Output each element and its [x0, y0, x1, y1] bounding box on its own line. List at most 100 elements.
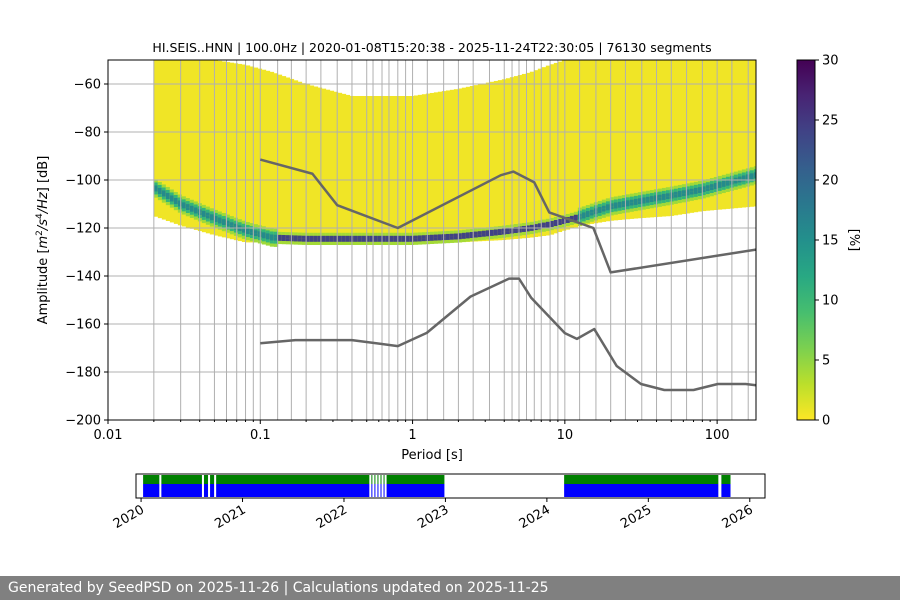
pdf-cell: [717, 175, 723, 180]
pdf-cell: [253, 227, 259, 231]
pdf-column: [605, 60, 611, 222]
pdf-cell: [525, 231, 531, 235]
pdf-cell: [589, 212, 595, 216]
pdf-cell: [289, 232, 295, 236]
pdf-cell: [313, 232, 319, 236]
timeline-used-segment: [721, 475, 731, 484]
pdf-cell: [401, 241, 407, 245]
pdf-cell: [181, 196, 187, 200]
pdf-column: [429, 92, 435, 243]
pdf-cell: [689, 191, 695, 195]
pdf-cell: [537, 223, 543, 227]
pdf-cell: [165, 201, 171, 206]
pdf-cell: [393, 235, 399, 239]
pdf-cell: [649, 190, 655, 194]
pdf-cell: [285, 238, 291, 242]
pdf-cell: [609, 203, 615, 207]
timeline-data-segment: [564, 484, 719, 497]
pdf-cell: [573, 217, 579, 221]
pdf-cell: [381, 232, 387, 236]
pdf-cell: [625, 209, 631, 213]
pdf-cell: [185, 213, 191, 217]
pdf-column: [493, 80, 499, 241]
pdf-column: [601, 60, 607, 222]
pdf-cell: [205, 221, 211, 225]
pdf-column: [413, 95, 419, 243]
pdf-cell: [457, 236, 463, 240]
pdf-cell: [397, 235, 403, 239]
pdf-cell: [677, 190, 683, 195]
pdf-column: [637, 60, 643, 219]
timeline-data-segment: [161, 484, 202, 497]
pdf-column: [557, 61, 563, 233]
y-tick-label: −200: [65, 414, 101, 429]
pdf-cell: [537, 220, 543, 224]
timeline-used-segment: [210, 475, 215, 484]
timeline-data-segment: [383, 484, 385, 497]
pdf-cell: [749, 182, 755, 186]
pdf-column: [185, 60, 191, 228]
pdf-column: [613, 60, 619, 221]
pdf-cell: [205, 206, 211, 210]
pdf-cell: [281, 235, 287, 239]
pdf-cell: [645, 205, 651, 209]
pdf-cell: [673, 191, 679, 195]
pdf-cell: [473, 237, 479, 241]
pdf-cell: [653, 195, 659, 199]
pdf-cell: [389, 238, 395, 242]
pdf-cell: [437, 240, 443, 244]
colorbar-gradient: [796, 59, 816, 421]
pdf-cell: [217, 223, 223, 227]
y-tick-label: −180: [65, 366, 101, 381]
colorbar-tick-label: 20: [822, 174, 839, 189]
pdf-cell: [633, 192, 639, 197]
pdf-cell: [517, 232, 523, 236]
pdf-cell: [637, 195, 643, 199]
pdf-cell: [681, 196, 687, 200]
pdf-cell: [641, 200, 647, 204]
pdf-cell: [221, 219, 227, 223]
pdf-cell: [185, 210, 191, 214]
pdf-cell: [665, 199, 671, 203]
pdf-cell: [453, 230, 459, 234]
pdf-cell: [705, 182, 711, 186]
pdf-column: [561, 60, 567, 231]
pdf-cell: [373, 241, 379, 245]
pdf-cell: [733, 177, 739, 181]
pdf-cell: [601, 205, 607, 209]
pdf-cell: [173, 194, 179, 199]
pdf-column: [285, 77, 291, 243]
timeline-data-segment: [721, 484, 731, 497]
pdf-cell: [705, 179, 711, 183]
pdf-cell: [413, 232, 419, 236]
pdf-cell: [665, 190, 671, 194]
pdf-cell: [385, 235, 391, 239]
y-axis-ticks: −200 −180 −160 −140 −120 −100 −80 −60: [65, 78, 108, 429]
pdf-cell: [361, 238, 367, 242]
pdf-cell: [277, 237, 283, 242]
pdf-cell: [661, 196, 667, 201]
pdf-cell: [321, 238, 327, 242]
y-label-s: /s: [36, 219, 51, 231]
pdf-column: [489, 81, 495, 241]
pdf-cell: [637, 207, 643, 211]
pdf-cell: [617, 201, 623, 205]
pdf-cell: [297, 238, 303, 242]
pdf-cell: [433, 231, 439, 235]
pdf-cell: [289, 241, 295, 245]
pdf-cell: [545, 221, 551, 226]
pdf-cell: [389, 235, 395, 239]
pdf-column: [381, 96, 387, 243]
pdf-cell: [237, 234, 243, 238]
pdf-cell: [225, 217, 231, 221]
pdf-cell: [713, 191, 719, 196]
pdf-cell: [269, 234, 275, 238]
pdf-column: [245, 65, 251, 243]
pdf-cell: [165, 195, 171, 200]
pdf-column: [677, 60, 683, 215]
pdf-cell: [437, 237, 443, 241]
pdf-cell: [265, 230, 271, 234]
pdf-cell: [645, 199, 651, 203]
colorbar-ticks: 0 5 10 15 20 25 30: [815, 54, 839, 429]
y-label-exp4: 4: [35, 213, 45, 219]
